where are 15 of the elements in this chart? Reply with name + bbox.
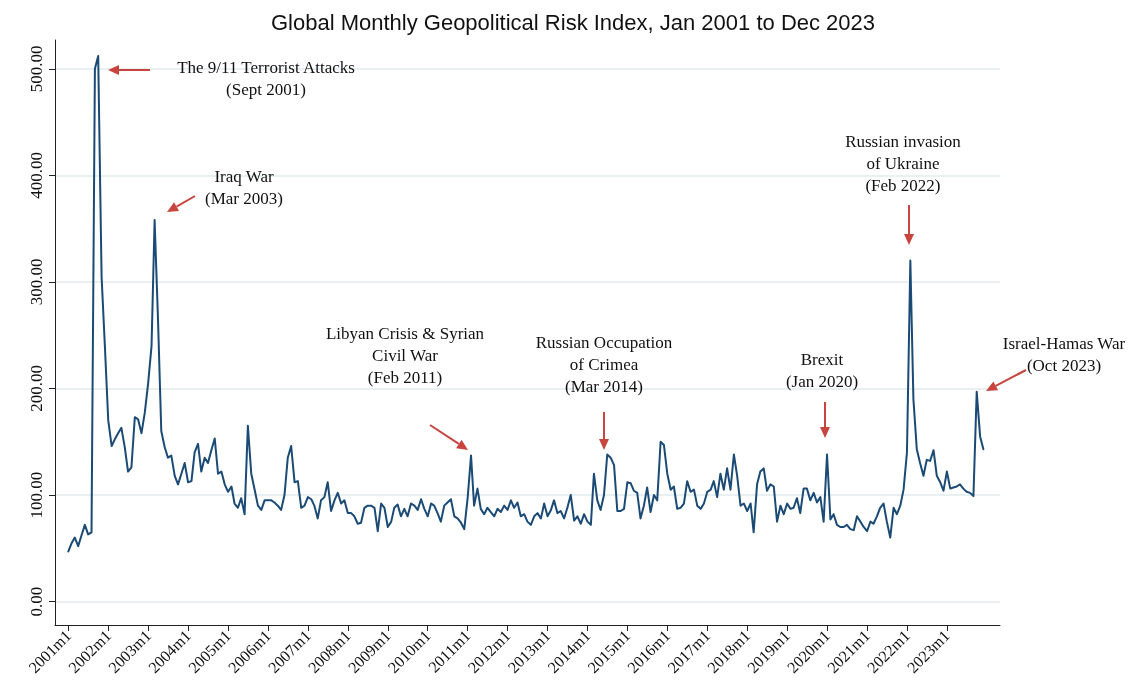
text: Israel-Hamas War (Oct 2023): [1002, 333, 1126, 377]
line-series: [67, 54, 985, 553]
y-tick-label: 400.00: [27, 151, 46, 199]
annotation: The 9/11 Terrorist Attacks (Sept 2001): [177, 57, 355, 101]
y-tick-label: 200.00: [27, 365, 46, 412]
y-tick-label: 0.00: [27, 586, 46, 617]
annotation: Brexit (Jan 2020): [785, 349, 859, 393]
y-tick-label: 300.00: [27, 258, 46, 306]
annotation: Libyan Crisis & Syrian Civil War (Feb 2011): [325, 323, 485, 389]
annotation: Iraq War (Mar 2003): [205, 166, 283, 210]
annotation: Russian Occupation of Crimea (Mar 2014): [535, 332, 673, 398]
y-tick-label: 100.00: [27, 471, 46, 519]
y-tick-label: 500.00: [27, 45, 46, 93]
chart-title: Global Monthly Geopolitical Risk Index, Jan 2001 to Dec 2023: [270, 9, 876, 35]
annotation: Russian invasion of Ukraine (Feb 2022): [845, 131, 961, 197]
